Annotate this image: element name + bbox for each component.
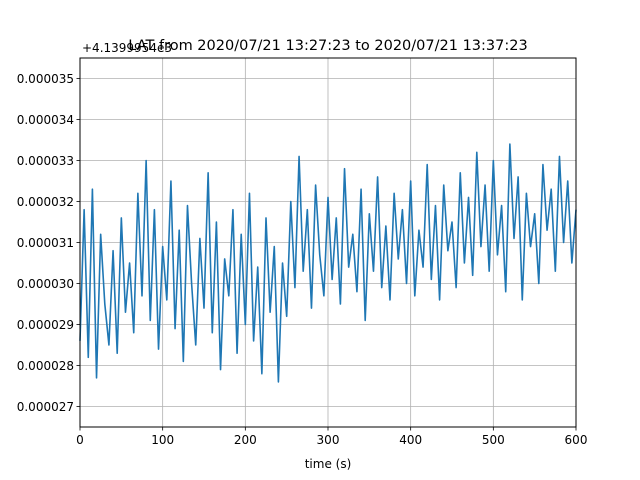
y-offset-text: +4.1399954e3: [82, 41, 172, 55]
y-tick-label: 0.000032: [17, 195, 74, 209]
series-line-0: [79, 143, 577, 383]
x-tick-label: 0: [76, 433, 84, 447]
y-axis: 0.000027 0.000028 0.000029 0.000030 0.000031…: [17, 72, 80, 414]
y-tick-label: 0.000027: [17, 400, 74, 414]
x-tick-label: 100: [151, 433, 174, 447]
y-tick-label: 0.000029: [17, 318, 74, 332]
series-layer: [79, 143, 577, 383]
x-axis-label: time (s): [305, 457, 352, 471]
y-tick-label: 0.000031: [17, 236, 74, 250]
x-tick-label: 600: [565, 433, 588, 447]
y-tick-label: 0.000035: [17, 72, 74, 86]
x-tick-label: 300: [317, 433, 340, 447]
chart-title: LAT from 2020/07/21 13:27:23 to 2020/07/…: [128, 38, 527, 54]
x-tick-label: 400: [399, 433, 422, 447]
x-axis: 0 100 200 300 400 500 600: [76, 427, 587, 447]
x-tick-label: 200: [234, 433, 257, 447]
x-tick-label: 500: [482, 433, 505, 447]
y-tick-label: 0.000028: [17, 359, 74, 373]
y-tick-label: 0.000034: [17, 113, 74, 127]
y-tick-label: 0.000030: [17, 277, 74, 291]
y-tick-label: 0.000033: [17, 154, 74, 168]
